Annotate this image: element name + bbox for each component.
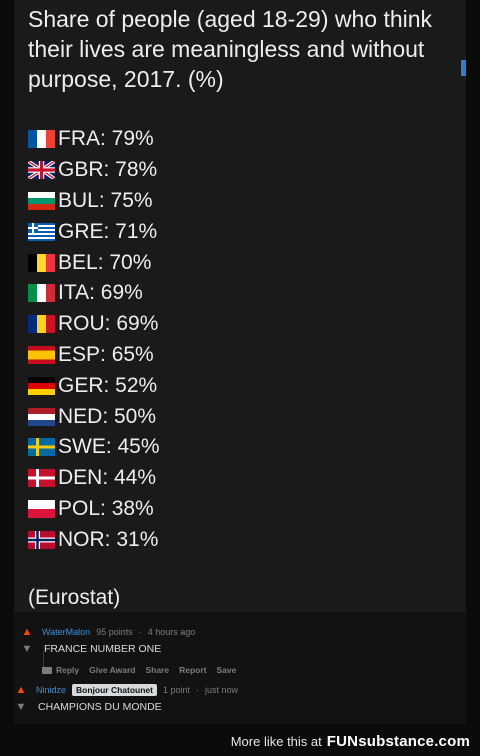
comment-time: 4 hours ago (147, 627, 196, 637)
comment-body: FRANCE NUMBER ONE (44, 643, 162, 655)
reply-button[interactable]: Reply (56, 665, 80, 675)
user-flair: Bonjour Chatounet (72, 684, 157, 696)
uk-flag-icon (28, 161, 55, 180)
source-label: (Eurostat) (28, 586, 121, 609)
spain-flag-icon (28, 345, 55, 364)
stat-row-pol: POL: 38% (28, 494, 160, 525)
stat-label: ITA: 69% (58, 281, 143, 305)
stat-label: ESP: 65% (58, 342, 154, 366)
stat-label: GER: 52% (58, 373, 158, 397)
comment-1-body-row: ▼ FRANCE NUMBER ONE (20, 643, 162, 655)
upvote-icon[interactable]: ▲ (15, 684, 27, 696)
stat-row-ger: GER: 52% (28, 370, 160, 401)
watermark-text: More like this at (230, 734, 322, 749)
comment-2-body-row: ▼ CHAMPIONS DU MONDE (14, 701, 162, 713)
stat-label: NOR: 31% (58, 527, 159, 551)
stat-label: BEL: 70% (58, 250, 152, 274)
norway-flag-icon (28, 530, 55, 549)
comment-username[interactable]: Ninidze (36, 685, 67, 695)
upvote-icon[interactable]: ▲ (21, 626, 33, 638)
comment-thread: ▲ WaterMalon 95 points · 4 hours ago ▼ F… (14, 612, 466, 724)
save-button[interactable]: Save (216, 665, 237, 675)
stat-row-swe: SWE: 45% (28, 432, 160, 463)
stat-row-rou: ROU: 69% (28, 309, 160, 340)
france-flag-icon (28, 130, 55, 149)
watermark-brand: FUNsubstance.com (326, 733, 470, 750)
stat-label: BUL: 75% (58, 188, 153, 212)
post-card: Share of people (aged 18-29) who think t… (14, 0, 466, 612)
give-award-button[interactable]: Give Award (89, 665, 136, 675)
italy-flag-icon (28, 284, 55, 303)
comment-1-actions: Reply Give Award Share Report Save (42, 665, 246, 675)
comment-body: CHAMPIONS DU MONDE (38, 701, 162, 713)
stat-row-den: DEN: 44% (28, 463, 160, 494)
comment-points: 1 point (162, 685, 191, 695)
stat-label: FRA: 79% (58, 127, 154, 151)
greece-flag-icon (28, 222, 55, 241)
bulgaria-flag-icon (28, 191, 55, 210)
stat-label: DEN: 44% (58, 466, 157, 490)
stat-row-ita: ITA: 69% (28, 278, 160, 309)
comment-1-header: ▲ WaterMalon 95 points · 4 hours ago (20, 626, 196, 638)
chat-bubble-icon (42, 666, 52, 674)
meta-separator: · (138, 627, 142, 637)
watermark-link[interactable]: More like this at FUNsubstance.com (231, 733, 470, 750)
stat-label: ROU: 69% (58, 312, 159, 336)
comment-time: just now (205, 685, 239, 695)
stat-row-bel: BEL: 70% (28, 247, 160, 278)
watermark-footer: More like this at FUNsubstance.com (0, 724, 480, 756)
stat-row-bul: BUL: 75% (28, 186, 160, 217)
sweden-flag-icon (28, 438, 55, 457)
post-title: Share of people (aged 18-29) who think t… (28, 6, 433, 92)
germany-flag-icon (28, 376, 55, 395)
stat-row-gre: GRE: 71% (28, 216, 160, 247)
report-button[interactable]: Report (179, 665, 207, 675)
netherlands-flag-icon (28, 407, 55, 426)
comment-points: 95 points (96, 627, 133, 637)
scroll-indicator[interactable] (461, 60, 466, 76)
poland-flag-icon (28, 499, 55, 518)
stat-row-gbr: GBR: 78% (28, 155, 160, 186)
comment-2-header: ▲ Ninidze Bonjour Chatounet 1 point · ju… (14, 684, 238, 696)
stats-list: FRA: 79% GBR: 78% BUL: 75% GRE: 71% BEL:… (28, 124, 160, 555)
stat-label: GRE: 71% (58, 219, 158, 243)
downvote-icon[interactable]: ▼ (15, 701, 27, 713)
share-button[interactable]: Share (145, 665, 170, 675)
stat-label: NED: 50% (58, 404, 157, 428)
downvote-icon[interactable]: ▼ (21, 643, 33, 655)
stat-row-fra: FRA: 79% (28, 124, 160, 155)
stat-row-nor: NOR: 31% (28, 524, 160, 555)
stat-row-esp: ESP: 65% (28, 340, 160, 371)
belgium-flag-icon (28, 253, 55, 272)
comment-username[interactable]: WaterMalon (42, 627, 91, 637)
romania-flag-icon (28, 315, 55, 334)
stat-label: GBR: 78% (58, 158, 158, 182)
thread-line[interactable] (43, 652, 44, 674)
stat-row-ned: NED: 50% (28, 401, 160, 432)
meta-separator: · (196, 685, 200, 695)
stat-label: POL: 38% (58, 496, 154, 520)
stat-label: SWE: 45% (58, 435, 160, 459)
denmark-flag-icon (28, 469, 55, 488)
